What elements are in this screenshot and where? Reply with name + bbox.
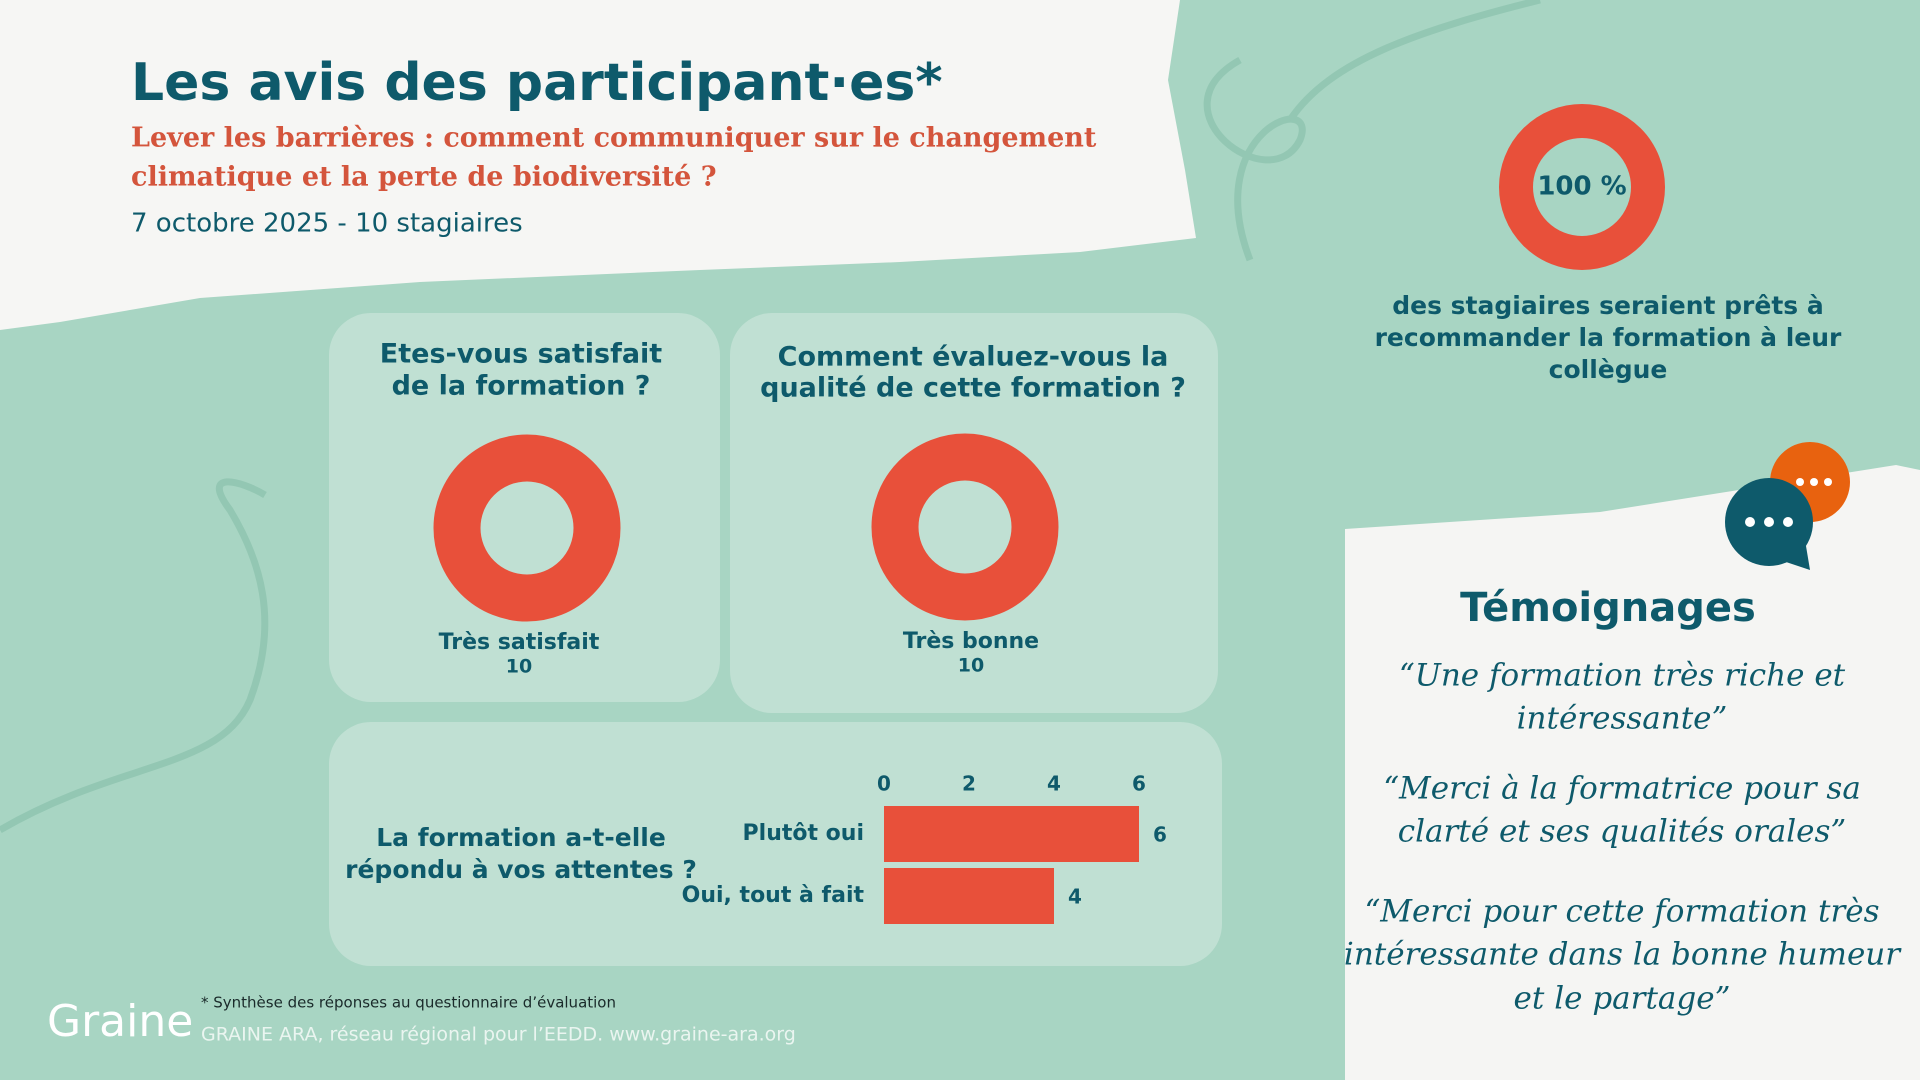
chart-title: répondu à vos attentes ? (345, 855, 697, 884)
quote: intéressante dans la bonne humeur (1344, 937, 1902, 973)
torn-paper (0, 0, 1196, 330)
category-label: Plutôt oui (743, 821, 864, 846)
quote: clarté et ses qualités orales” (1398, 814, 1847, 850)
bar (884, 868, 1054, 924)
bubble-dots (1745, 478, 1832, 527)
value-label: 10 (958, 655, 984, 677)
quote: “Merci à la formatrice pour sa (1383, 771, 1861, 807)
decor-squiggle (0, 478, 269, 834)
quote: “Merci pour cette formation très (1364, 894, 1879, 930)
value-label: 10 (506, 656, 532, 678)
donut-slice (433, 434, 621, 622)
value-label: 100 % (1537, 172, 1626, 202)
chart-caption: collègue (1549, 355, 1668, 384)
value-label: 4 (1068, 885, 1082, 909)
category-label: Très bonne (903, 629, 1039, 654)
donut-slice (871, 433, 1059, 621)
panel (329, 313, 720, 702)
decor-squiggle (1287, 0, 1541, 122)
x-tick-label: 2 (962, 772, 976, 796)
chart-title: Etes-vous satisfait (380, 339, 663, 370)
chart-title: Comment évaluez-vous la (778, 342, 1169, 373)
chart-title: La formation a-t-elle (376, 823, 666, 852)
value-label: 6 (1153, 823, 1167, 847)
x-tick-label: 6 (1132, 772, 1146, 796)
page-title: Les avis des participant·es* (131, 53, 943, 113)
logo: Graine (47, 996, 193, 1047)
credit: GRAINE ARA, réseau régional pour l’EEDD.… (201, 1024, 796, 1046)
category-label: Très satisfait (439, 630, 600, 655)
subtitle: climatique et la perte de biodiversité ? (131, 162, 717, 193)
panel (730, 313, 1218, 713)
speech-bubble-tail (1780, 540, 1810, 570)
donut-slice (1499, 104, 1665, 270)
decor-squiggle (1203, 56, 1306, 262)
bar (884, 806, 1139, 862)
quote: intéressante” (1517, 701, 1728, 737)
category-label: Oui, tout à fait (682, 883, 865, 908)
footnote: * Synthèse des réponses au questionnaire… (201, 994, 616, 1012)
x-tick-label: 4 (1047, 772, 1061, 796)
subtitle: Lever les barrières : comment communique… (131, 123, 1097, 154)
date: 7 octobre 2025 - 10 stagiaires (131, 209, 523, 239)
x-tick-label: 0 (877, 772, 891, 796)
chart-title: qualité de cette formation ? (760, 373, 1186, 404)
testimonials-title: Témoignages (1460, 585, 1756, 631)
quote: “Une formation très riche et (1399, 658, 1846, 694)
quote: et le partage” (1514, 981, 1731, 1017)
testimonial-paper (1345, 465, 1920, 1080)
chart-caption: recommander la formation à leur (1375, 323, 1842, 352)
chart-caption: des stagiaires seraient prêts à (1392, 291, 1824, 320)
chart-title: de la formation ? (392, 371, 651, 402)
